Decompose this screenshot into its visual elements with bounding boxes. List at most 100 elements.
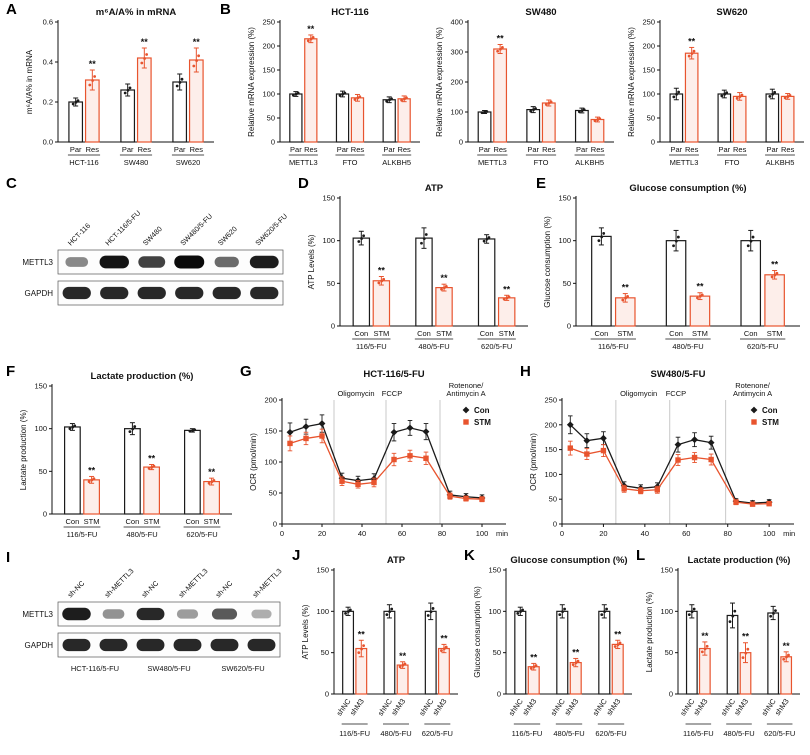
svg-text:150: 150 bbox=[34, 382, 47, 391]
svg-text:Lactate production (%): Lactate production (%) bbox=[645, 591, 654, 672]
svg-text:0: 0 bbox=[553, 520, 557, 529]
svg-text:620/5-FU: 620/5-FU bbox=[422, 729, 453, 738]
svg-text:50: 50 bbox=[647, 114, 655, 123]
svg-text:50: 50 bbox=[549, 495, 557, 504]
panel-h-ocr-line-chart: SW480/5-FU Oligomycin FCCP Rotenone/Antimyc… bbox=[524, 366, 804, 550]
chart-svg: HCT-116 0 50 100 150 200 250 Relative mRNA expr… bbox=[247, 7, 420, 167]
svg-text:shM3: shM3 bbox=[431, 697, 449, 717]
svg-text:100: 100 bbox=[660, 607, 673, 616]
svg-text:Con: Con bbox=[744, 329, 758, 338]
svg-text:80: 80 bbox=[724, 529, 732, 538]
svg-text:Con: Con bbox=[186, 517, 200, 526]
svg-text:Par: Par bbox=[290, 145, 302, 154]
panel-e-glucose-bar-chart: Glucose consumption (%) 0 50 100 150 Glucose … bbox=[538, 180, 804, 358]
svg-text:FTO: FTO bbox=[534, 158, 549, 167]
svg-text:Res: Res bbox=[86, 145, 100, 154]
svg-text:SW620: SW620 bbox=[216, 224, 239, 247]
chart-svg: Glucose consumption (%) 0 50 100 150 Glucose … bbox=[543, 183, 800, 351]
svg-text:200: 200 bbox=[264, 396, 277, 405]
svg-text:Res: Res bbox=[190, 145, 204, 154]
svg-text:100: 100 bbox=[450, 108, 463, 117]
chart-svg: SW480/5-FU Oligomycin FCCP Rotenone/Antimyc… bbox=[529, 369, 795, 538]
svg-text:SW620: SW620 bbox=[176, 158, 201, 167]
svg-text:**: ** bbox=[441, 273, 449, 283]
svg-text:**: ** bbox=[503, 284, 511, 294]
svg-text:Par: Par bbox=[383, 145, 395, 154]
svg-text:**: ** bbox=[614, 629, 622, 639]
svg-text:Con: Con bbox=[669, 329, 683, 338]
svg-text:**: ** bbox=[440, 633, 448, 643]
svg-text:480/5-FU: 480/5-FU bbox=[723, 729, 754, 738]
svg-text:Par: Par bbox=[174, 145, 186, 154]
svg-text:GAPDH: GAPDH bbox=[25, 289, 54, 298]
svg-text:SW620: SW620 bbox=[716, 7, 747, 18]
svg-text:116/5-FU: 116/5-FU bbox=[683, 729, 714, 738]
svg-text:Res: Res bbox=[397, 145, 411, 154]
svg-text:STM: STM bbox=[767, 329, 783, 338]
chart-svg: SW480 0 100 200 300 400 Relative mRNA expressi… bbox=[435, 7, 614, 167]
svg-text:100: 100 bbox=[763, 529, 776, 538]
svg-text:SW480: SW480 bbox=[141, 224, 164, 247]
svg-text:Par: Par bbox=[670, 145, 682, 154]
svg-text:**: ** bbox=[378, 266, 386, 276]
svg-text:250: 250 bbox=[262, 18, 275, 27]
svg-text:150: 150 bbox=[488, 566, 501, 575]
svg-text:Con: Con bbox=[595, 329, 609, 338]
panel-letter-f: F bbox=[6, 363, 16, 380]
svg-text:Relative mRNA expression (%): Relative mRNA expression (%) bbox=[435, 27, 444, 137]
svg-text:sh-NC: sh-NC bbox=[214, 579, 235, 600]
svg-text:**: ** bbox=[208, 467, 216, 477]
svg-text:ATP: ATP bbox=[387, 555, 406, 566]
chart-svg: HCT-116/5-FU Oligomycin FCCP Rotenone/Antim… bbox=[249, 369, 508, 538]
svg-text:0: 0 bbox=[331, 322, 335, 331]
svg-text:shM3: shM3 bbox=[732, 697, 750, 717]
svg-text:50: 50 bbox=[327, 279, 335, 288]
svg-text:**: ** bbox=[399, 651, 407, 661]
svg-text:SW480: SW480 bbox=[525, 7, 556, 18]
svg-text:Lactate production (%): Lactate production (%) bbox=[19, 409, 28, 490]
panel-b-sw480-bar-chart: SW480 0 100 200 300 400 Relative mRNA expressi… bbox=[430, 4, 618, 174]
svg-text:Lactate production (%): Lactate production (%) bbox=[91, 371, 194, 382]
panel-g-ocr-line-chart: HCT-116/5-FU Oligomycin FCCP Rotenone/Antim… bbox=[244, 366, 516, 550]
svg-text:60: 60 bbox=[682, 529, 690, 538]
svg-text:Con: Con bbox=[762, 406, 778, 415]
chart-svg: Lactate production (%) 0 50 100 150 Lactate p… bbox=[645, 555, 800, 738]
svg-text:Rotenone/: Rotenone/ bbox=[449, 381, 485, 390]
svg-text:ALKBH5: ALKBH5 bbox=[382, 158, 411, 167]
svg-text:ATP: ATP bbox=[425, 183, 444, 194]
svg-text:50: 50 bbox=[665, 648, 673, 657]
svg-text:100: 100 bbox=[316, 607, 329, 616]
svg-text:ATP Levels (%): ATP Levels (%) bbox=[307, 234, 316, 289]
svg-text:**: ** bbox=[688, 36, 696, 46]
svg-text:SW480/5-FU: SW480/5-FU bbox=[651, 369, 706, 380]
svg-text:**: ** bbox=[497, 34, 505, 44]
svg-text:HCT-116/5-FU: HCT-116/5-FU bbox=[103, 208, 142, 247]
svg-text:150: 150 bbox=[262, 66, 275, 75]
svg-text:HCT-116: HCT-116 bbox=[69, 158, 98, 167]
svg-text:116/5-FU: 116/5-FU bbox=[339, 729, 370, 738]
svg-text:ALKBH5: ALKBH5 bbox=[766, 158, 795, 167]
svg-text:SW480: SW480 bbox=[124, 158, 149, 167]
svg-text:0: 0 bbox=[43, 510, 47, 519]
svg-text:50: 50 bbox=[39, 467, 47, 476]
svg-text:**: ** bbox=[88, 465, 96, 475]
chart-svg: Lactate production (%) 0 50 100 150 Lactate p… bbox=[19, 371, 232, 539]
svg-text:STM: STM bbox=[84, 517, 100, 526]
svg-text:40: 40 bbox=[641, 529, 649, 538]
svg-text:0: 0 bbox=[567, 322, 571, 331]
svg-text:STM: STM bbox=[474, 418, 491, 427]
svg-text:SW620/5-FU: SW620/5-FU bbox=[253, 212, 289, 248]
chart-svg: SW620 0 50 100 150 200 250 Relative mRNA expres… bbox=[627, 7, 804, 167]
panel-a-m6a-bar-chart: m⁶A/A% in mRNA 0.0 0.2 0.4 0.6 m⁶A/A% in mRNA… bbox=[20, 4, 218, 174]
svg-text:sh-METTL3: sh-METTL3 bbox=[251, 567, 284, 600]
svg-text:SW480/5-FU: SW480/5-FU bbox=[178, 212, 214, 248]
svg-text:0: 0 bbox=[271, 138, 275, 147]
svg-text:STM: STM bbox=[762, 418, 779, 427]
svg-text:STM: STM bbox=[144, 517, 160, 526]
svg-text:20: 20 bbox=[318, 529, 326, 538]
svg-text:300: 300 bbox=[450, 48, 463, 57]
svg-text:FTO: FTO bbox=[343, 158, 358, 167]
svg-text:Antimycin A: Antimycin A bbox=[733, 389, 772, 398]
svg-text:shM3: shM3 bbox=[348, 697, 366, 717]
